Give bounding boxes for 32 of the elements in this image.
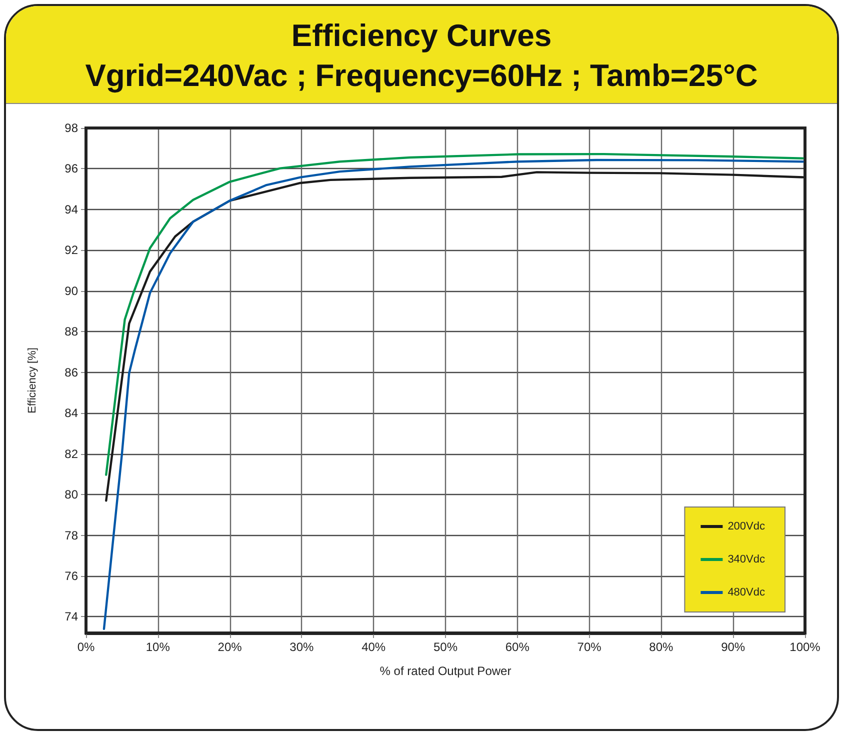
x-axis-title: % of rated Output Power — [380, 664, 512, 678]
y-tick-label: 96 — [64, 162, 78, 176]
y-tick-label: 82 — [64, 446, 78, 461]
legend-label: 340Vdc — [728, 554, 766, 566]
x-tick-label: 30% — [290, 640, 314, 654]
y-tick-label: 84 — [64, 406, 78, 420]
legend-label: 480Vdc — [728, 586, 766, 598]
chart-title: Efficiency Curves — [290, 17, 553, 55]
x-tick-label: 70% — [577, 640, 602, 654]
x-tick-label: 60% — [505, 640, 530, 654]
x-tick-label: 0% — [77, 640, 95, 654]
x-tick-label: 50% — [433, 640, 458, 654]
line-series — [102, 158, 804, 630]
y-tick-label: 94 — [64, 202, 78, 216]
chart-subtitle: Vgrid=240Vac ; Frequency=60Hz ; Tamb=25°C — [84, 57, 759, 95]
x-tick-label: 10% — [146, 640, 170, 654]
x-tick-label: 40% — [362, 640, 386, 654]
x-tick-label: 80% — [649, 640, 674, 654]
y-tick-label: 86 — [64, 365, 78, 380]
y-axis-title: Efficiency [%] — [26, 348, 38, 414]
y-tick-label: 92 — [64, 243, 78, 258]
x-tick-label: 20% — [218, 640, 242, 654]
y-tick-label: 88 — [64, 324, 78, 339]
y-tick-label: 98 — [64, 121, 78, 135]
legend-label: 200Vdc — [728, 520, 766, 532]
y-tick-label: 80 — [64, 488, 78, 502]
y-tick-label: 76 — [64, 568, 78, 583]
y-tick-label: 90 — [64, 284, 78, 298]
y-tick-label: 78 — [64, 528, 78, 542]
y-tick-label: 74 — [64, 610, 78, 624]
x-tick-label: 90% — [721, 640, 746, 654]
x-tick-label: 100% — [790, 640, 821, 654]
